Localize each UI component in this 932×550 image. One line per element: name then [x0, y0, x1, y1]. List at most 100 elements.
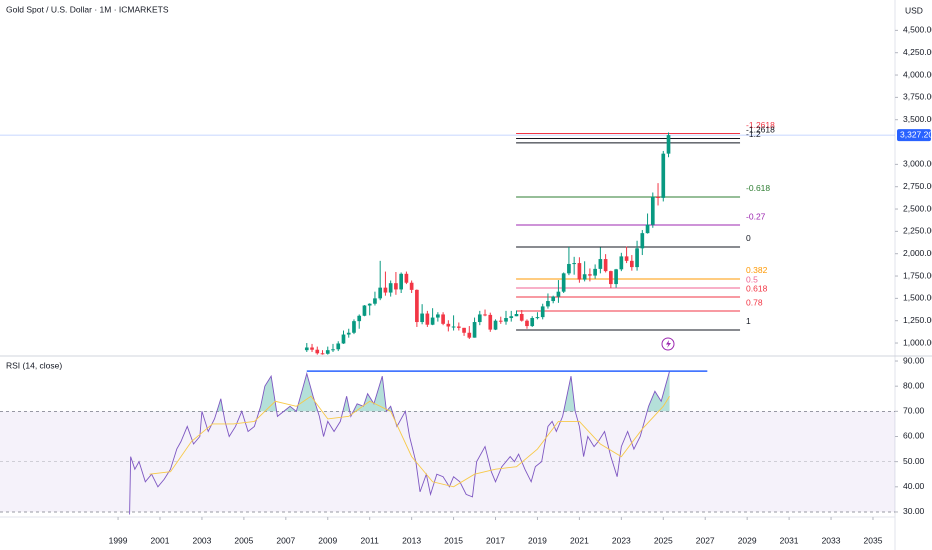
x-tick-label: 2009: [318, 535, 337, 545]
fib-label: 1: [746, 316, 751, 326]
candle-body: [582, 274, 587, 280]
candle-body: [315, 349, 320, 354]
fib-label: 0.78: [746, 297, 763, 307]
x-tick-label: 2013: [402, 535, 421, 545]
candle-body: [519, 313, 524, 321]
rsi-y-tick-label: 60.00: [903, 431, 925, 441]
candle-body: [656, 196, 660, 198]
rsi-title: RSI (14, close): [6, 360, 62, 370]
x-tick-label: 2001: [151, 535, 170, 545]
event-icon-bolt: [666, 340, 671, 348]
price-pane: -1.2618-1.2618-1.2-0.618-0.2700.3820.50.…: [0, 120, 895, 355]
candle-body: [624, 256, 629, 261]
candle-body: [546, 301, 550, 307]
x-tick-label: 2023: [612, 535, 631, 545]
y-tick-label: 3,750.00: [903, 92, 932, 102]
candle-body: [661, 153, 666, 198]
candle-body: [325, 350, 330, 354]
candle-body: [509, 316, 514, 319]
currency-label: USD: [905, 5, 923, 15]
candle-body: [561, 273, 566, 292]
x-tick-label: 2021: [570, 535, 589, 545]
y-tick-label: 1,500.00: [903, 293, 932, 303]
x-tick-label: 2017: [486, 535, 505, 545]
candle-body: [629, 260, 634, 268]
fib-label: -1.2618: [746, 125, 775, 135]
x-tick-label: 2005: [234, 535, 253, 545]
candle-body: [462, 327, 466, 333]
y-tick-label: 3,000.00: [903, 159, 932, 169]
x-tick-label: 2007: [276, 535, 295, 545]
y-tick-label: 1,750.00: [903, 270, 932, 280]
candle-body: [640, 233, 645, 249]
y-tick-label: 4,500.00: [903, 25, 932, 35]
candle-body: [404, 273, 409, 283]
candle-body: [556, 291, 561, 297]
candle-body: [650, 196, 655, 225]
x-tick-label: 2015: [444, 535, 463, 545]
candle-body: [388, 283, 393, 293]
candle-body: [352, 321, 356, 333]
fib-label: 0.382: [746, 265, 768, 275]
candle-body: [304, 347, 309, 351]
fib-label: -0.618: [746, 183, 770, 193]
x-tick-label: 2025: [654, 535, 673, 545]
rsi-y-tick-label: 80.00: [903, 380, 925, 390]
candle-body: [378, 287, 383, 299]
candle-body: [535, 317, 540, 319]
candle-body: [399, 273, 403, 290]
candle-body: [572, 263, 576, 265]
rsi-y-tick-label: 40.00: [903, 481, 925, 491]
candle-body: [551, 296, 556, 302]
rsi-line: [149, 395, 670, 488]
x-tick-label: 1999: [109, 535, 128, 545]
y-tick-label: 1,250.00: [903, 315, 932, 325]
candle-body: [609, 271, 613, 285]
rsi-y-tick-label: 50.00: [903, 456, 925, 466]
fib-label: -1.2: [746, 129, 761, 139]
x-tick-label: 2019: [528, 535, 547, 545]
candle-body: [451, 326, 456, 328]
chart-title: Gold Spot / U.S. Dollar · 1M · ICMARKETS: [6, 4, 169, 14]
candle-body: [409, 282, 414, 290]
candle-body: [373, 298, 377, 304]
candle-body: [341, 334, 346, 344]
candle-body: [320, 353, 325, 355]
candle-body: [666, 135, 671, 154]
x-tick-label: 2035: [864, 535, 883, 545]
candle-body: [540, 306, 545, 318]
x-tick-label: 2033: [822, 535, 841, 545]
y-tick-label: 2,500.00: [903, 203, 932, 213]
fib-label: -1.2618: [746, 120, 775, 130]
fib-label: 0.5: [746, 274, 758, 284]
candle-body: [593, 268, 597, 276]
fib-label: 0: [746, 233, 751, 243]
fib-label: 0.618: [746, 283, 768, 293]
rsi-y-tick-label: 30.00: [903, 506, 925, 516]
candle-body: [415, 289, 419, 323]
x-tick-label: 2027: [696, 535, 715, 545]
candle-body: [483, 314, 487, 316]
y-tick-label: 2,250.00: [903, 226, 932, 236]
last-price-label: 3,327.20: [900, 129, 932, 139]
candle-body: [619, 256, 624, 270]
y-tick-label: 4,250.00: [903, 47, 932, 57]
axes: 1,000.00 1,250.00 1,500.00 1,750.00 2,000.00…: [109, 25, 932, 546]
x-tick-label: 2011: [361, 535, 380, 545]
rsi-y-tick-label: 90.00: [903, 355, 925, 365]
candle-body: [488, 314, 493, 330]
candle-body: [425, 313, 430, 325]
event-icon[interactable]: [661, 337, 675, 351]
candle-body: [441, 314, 445, 324]
candle-body: [493, 320, 498, 330]
candle-body: [383, 287, 388, 293]
candle-body: [603, 259, 608, 272]
candle-body: [430, 317, 435, 325]
candle-body: [357, 315, 362, 322]
candle-body: [525, 320, 529, 327]
rsi-pane: [0, 370, 895, 515]
candle-body: [362, 305, 367, 316]
rsi-line: [129, 370, 671, 515]
